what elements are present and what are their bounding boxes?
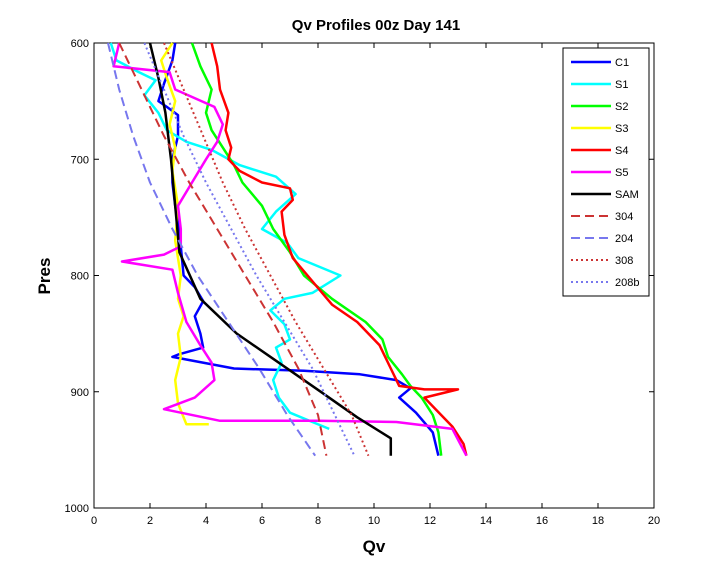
x-axis-label: Qv bbox=[363, 537, 386, 556]
legend-label-sam: SAM bbox=[615, 189, 639, 201]
y-tick-label: 600 bbox=[71, 38, 89, 50]
legend-label-204: 204 bbox=[615, 233, 633, 245]
legend-label-c1: C1 bbox=[615, 57, 629, 69]
series-line-208b bbox=[143, 42, 356, 457]
series-line-304 bbox=[118, 42, 328, 456]
legend-label-208b: 208b bbox=[615, 277, 639, 289]
legend-label-304: 304 bbox=[615, 211, 633, 223]
x-tick-label: 16 bbox=[536, 515, 548, 527]
series-line-sam bbox=[148, 42, 393, 456]
legend-label-308: 308 bbox=[615, 255, 633, 267]
series-line-s5 bbox=[112, 42, 468, 457]
y-tick-label: 700 bbox=[71, 154, 89, 166]
x-axis: 0 2 4 6 8 10 12 14 16 18 20 bbox=[91, 43, 660, 527]
x-tick-label: 18 bbox=[592, 515, 604, 527]
y-tick-label: 1000 bbox=[65, 503, 89, 515]
x-tick-label: 2 bbox=[147, 515, 153, 527]
x-tick-label: 12 bbox=[424, 515, 436, 527]
series-line-s3 bbox=[159, 42, 209, 426]
series-line-s4 bbox=[210, 42, 468, 456]
x-tick-label: 8 bbox=[315, 515, 321, 527]
y-tick-label: 900 bbox=[71, 387, 89, 399]
y-axis: 600 700 800 900 1000 bbox=[65, 38, 654, 515]
legend-label-s1: S1 bbox=[615, 79, 628, 91]
y-axis-label: Pres bbox=[35, 258, 54, 295]
x-tick-label: 4 bbox=[203, 515, 209, 527]
x-tick-label: 6 bbox=[259, 515, 265, 527]
legend-label-s4: S4 bbox=[615, 145, 628, 157]
series-line-204 bbox=[107, 42, 317, 457]
y-tick-label: 800 bbox=[71, 271, 89, 283]
x-tick-label: 10 bbox=[368, 515, 380, 527]
x-tick-label: 0 bbox=[91, 515, 97, 527]
x-tick-label: 20 bbox=[648, 515, 660, 527]
series-lines bbox=[107, 42, 468, 457]
legend-label-s3: S3 bbox=[615, 123, 628, 135]
legend-label-s5: S5 bbox=[615, 167, 628, 179]
legend: C1 S1 S2 S3 S4 S5 SAM 304 204 308 208b bbox=[562, 47, 650, 297]
series-line-308 bbox=[163, 42, 370, 457]
x-tick-label: 14 bbox=[480, 515, 492, 527]
legend-label-s2: S2 bbox=[615, 101, 628, 113]
chart-title: Qv Profiles 00z Day 141 bbox=[292, 17, 460, 34]
